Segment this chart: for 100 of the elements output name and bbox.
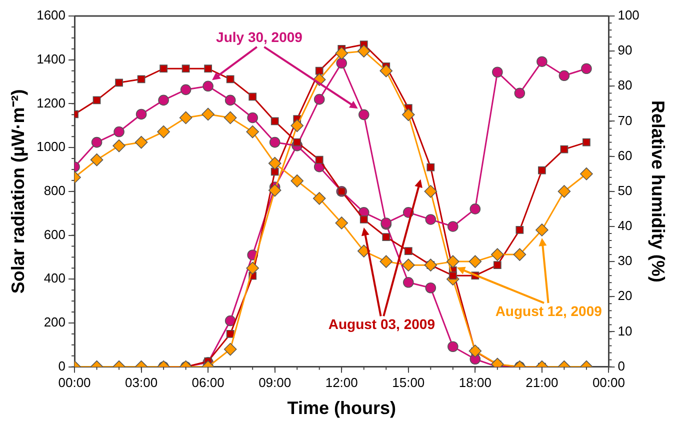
point xyxy=(226,75,234,84)
point xyxy=(290,174,304,188)
point xyxy=(247,112,258,124)
point xyxy=(402,258,415,272)
point xyxy=(202,108,214,121)
y-tick-label: 400 xyxy=(44,270,66,286)
point xyxy=(160,64,168,73)
point xyxy=(446,255,460,268)
point xyxy=(425,282,436,294)
point xyxy=(92,96,101,104)
point xyxy=(514,88,526,99)
point xyxy=(558,70,570,82)
x-tick-label: 00:00 xyxy=(58,375,91,390)
x-tick-label: 06:00 xyxy=(192,375,224,390)
y-tick-label: 800 xyxy=(44,182,66,198)
y-tick-label: 200 xyxy=(44,314,66,330)
point xyxy=(268,156,282,170)
point xyxy=(402,108,415,122)
point xyxy=(204,64,212,73)
point xyxy=(248,92,257,101)
point xyxy=(268,184,282,197)
point xyxy=(336,58,348,69)
point xyxy=(270,117,279,126)
x-axis-title: Time (hours) xyxy=(287,398,396,418)
point xyxy=(90,153,104,166)
point xyxy=(448,341,458,352)
y2-tick-label: 80 xyxy=(618,78,632,93)
x-tick-label: 21:00 xyxy=(526,375,558,390)
y2-tick-label: 50 xyxy=(618,182,632,198)
point xyxy=(491,248,504,261)
y2-tick-label: 20 xyxy=(618,288,632,304)
point xyxy=(290,119,304,132)
point xyxy=(582,138,590,146)
point xyxy=(468,255,482,268)
point xyxy=(226,330,234,338)
point xyxy=(492,66,503,78)
point xyxy=(580,167,593,180)
y2-tick-label: 90 xyxy=(618,42,632,58)
x-tick-label: 03:00 xyxy=(125,375,158,390)
point xyxy=(425,214,436,225)
y2-tick-label: 10 xyxy=(618,323,632,338)
point xyxy=(202,80,214,92)
point xyxy=(424,258,438,272)
point xyxy=(312,192,326,205)
x-tick-label: 18:00 xyxy=(458,375,492,390)
x-tick-label: 12:00 xyxy=(325,375,358,390)
point xyxy=(134,136,148,149)
point xyxy=(360,216,368,224)
point xyxy=(581,63,592,74)
point xyxy=(402,276,414,288)
text: August 12, 2009 xyxy=(495,302,602,319)
point xyxy=(224,315,236,326)
point xyxy=(91,136,102,148)
point xyxy=(468,344,482,358)
y-tick-label: 1400 xyxy=(36,51,66,66)
point xyxy=(493,261,502,270)
point xyxy=(513,248,526,261)
point xyxy=(224,342,237,356)
y-tick-label: 1200 xyxy=(36,95,66,110)
point xyxy=(380,64,393,78)
x-tick-label: 15:00 xyxy=(392,375,425,390)
point xyxy=(380,255,393,268)
y2-axis-title: Relative humidity (%) xyxy=(648,100,668,282)
point xyxy=(114,126,124,138)
point xyxy=(137,75,146,84)
point xyxy=(315,156,324,164)
point xyxy=(357,44,370,58)
point xyxy=(448,272,457,280)
point xyxy=(470,204,481,214)
x-tick-label: 09:00 xyxy=(258,375,292,390)
point xyxy=(424,185,438,198)
point xyxy=(382,233,390,241)
point xyxy=(246,262,259,275)
y-axis-title: Solar radiation (µW·m⁻²) xyxy=(8,89,28,294)
point xyxy=(179,111,192,124)
y2-tick-label: 100 xyxy=(618,8,640,23)
y2-tick-label: 70 xyxy=(618,112,632,128)
point xyxy=(335,216,348,230)
point xyxy=(270,168,279,176)
point xyxy=(558,185,571,198)
point xyxy=(112,139,126,152)
point xyxy=(246,125,259,138)
point xyxy=(136,108,147,120)
point xyxy=(536,224,548,236)
y2-tick-label: 40 xyxy=(618,218,632,234)
point xyxy=(293,138,302,146)
point xyxy=(516,226,524,234)
text: July 30, 2009 xyxy=(216,28,303,45)
y-tick-label: 1600 xyxy=(36,8,66,23)
point xyxy=(335,46,348,60)
point xyxy=(448,221,458,232)
point xyxy=(560,145,568,154)
point xyxy=(157,125,170,138)
text: August 03, 2009 xyxy=(328,316,436,332)
x-tick-label: 00:00 xyxy=(592,375,625,390)
point xyxy=(180,84,192,96)
y-tick-label: 0 xyxy=(58,358,66,374)
point xyxy=(538,166,546,174)
point xyxy=(426,163,435,172)
point xyxy=(115,78,123,87)
